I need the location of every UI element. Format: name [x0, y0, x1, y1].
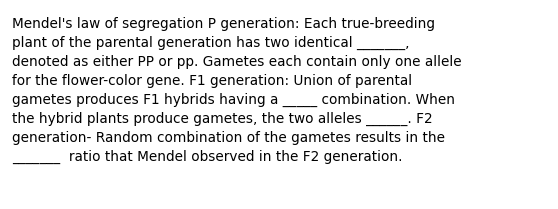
Text: Mendel's law of segregation P generation: Each true-breeding
plant of the parent: Mendel's law of segregation P generation…: [12, 17, 461, 164]
